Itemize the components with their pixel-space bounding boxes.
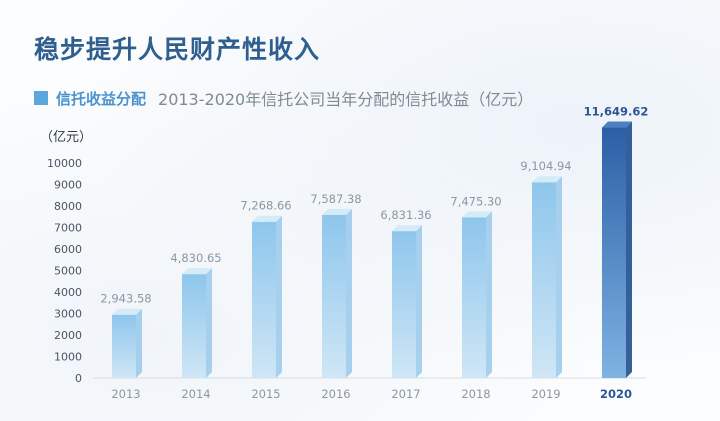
- bar-front: [182, 274, 206, 378]
- bar-2016: [322, 208, 352, 378]
- x-tick-label-2013: 2013: [111, 387, 140, 401]
- y-tick-label: 0: [75, 372, 82, 385]
- bar-front: [462, 217, 486, 378]
- bar-front: [322, 214, 346, 378]
- data-label-2017: 6,831.36: [380, 208, 431, 222]
- y-axis-label: （亿元）: [40, 130, 92, 145]
- bar-top: [322, 208, 352, 215]
- bar-side: [486, 211, 492, 378]
- y-tick-label: 7000: [54, 222, 82, 235]
- bar-2017: [392, 225, 422, 378]
- x-tick-label-2020: 2020: [600, 387, 632, 401]
- y-tick-label: 10000: [47, 157, 82, 170]
- bar-2014: [182, 268, 212, 378]
- x-tick-label-2015: 2015: [251, 387, 280, 401]
- y-tick-label: 3000: [54, 308, 82, 321]
- bar-side: [416, 225, 422, 378]
- x-tick-label-2019: 2019: [531, 387, 560, 401]
- subtitle-description: 2013-2020年信托公司当年分配的信托收益（亿元）: [158, 90, 534, 109]
- data-label-2018: 7,475.30: [450, 194, 501, 208]
- bar-top: [182, 268, 212, 275]
- subtitle-square-icon: [34, 91, 48, 105]
- data-label-2013: 2,943.58: [100, 292, 151, 306]
- bar-front: [392, 231, 416, 378]
- y-tick-label: 2000: [54, 329, 82, 342]
- bar-2020: [602, 121, 632, 378]
- bar-2018: [462, 211, 492, 378]
- bar-front: [602, 127, 626, 378]
- subtitle-label: 信托收益分配: [56, 89, 147, 108]
- bar-2015: [252, 215, 282, 378]
- bar-front: [112, 314, 136, 378]
- bar-top: [112, 308, 142, 315]
- bar-top: [392, 225, 422, 232]
- bar-top: [602, 121, 632, 128]
- bar-2019: [532, 176, 562, 378]
- bar-top: [462, 211, 492, 218]
- bar-2013: [112, 308, 142, 378]
- bar-front: [532, 182, 556, 378]
- data-label-2014: 4,830.65: [170, 251, 221, 265]
- x-tick-label-2018: 2018: [461, 387, 490, 401]
- data-label-2020: 11,649.62: [584, 105, 649, 119]
- x-tick-label-2016: 2016: [321, 387, 350, 401]
- bar-top: [252, 215, 282, 222]
- page-title: 稳步提升人民财产性收入: [34, 35, 321, 64]
- bar-side: [626, 121, 632, 378]
- y-tick-label: 4000: [54, 286, 82, 299]
- bar-side: [556, 176, 562, 378]
- y-tick-label: 5000: [54, 265, 82, 278]
- y-tick-label: 1000: [54, 351, 82, 364]
- bar-side: [136, 308, 142, 378]
- data-label-2019: 9,104.94: [520, 159, 571, 173]
- bar-side: [346, 208, 352, 378]
- y-tick-label: 6000: [54, 243, 82, 256]
- bar-front: [252, 221, 276, 378]
- bar-side: [276, 215, 282, 378]
- y-tick-label: 9000: [54, 179, 82, 192]
- bar-side: [206, 268, 212, 378]
- x-tick-label-2014: 2014: [181, 387, 210, 401]
- bar-top: [532, 176, 562, 183]
- data-label-2015: 7,268.66: [240, 199, 291, 213]
- y-tick-label: 8000: [54, 200, 82, 213]
- x-tick-label-2017: 2017: [391, 387, 420, 401]
- data-label-2016: 7,587.38: [310, 192, 361, 206]
- subtitle-row: 信托收益分配 2013-2020年信托公司当年分配的信托收益（亿元）: [34, 86, 533, 110]
